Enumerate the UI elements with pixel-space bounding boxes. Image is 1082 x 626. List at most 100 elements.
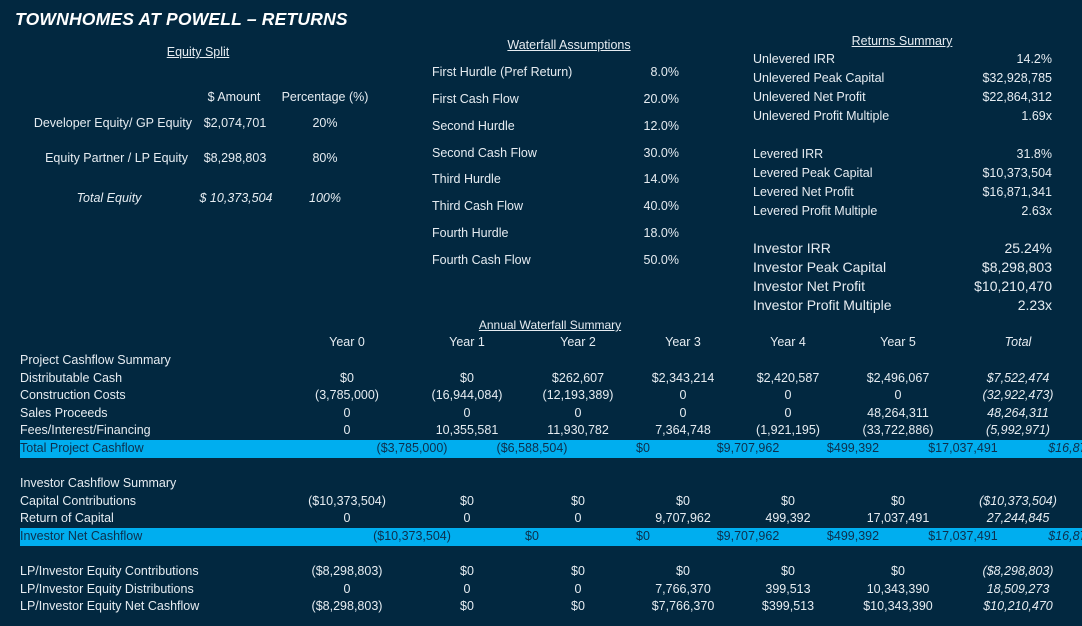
year-cell: (33,722,886)	[862, 423, 934, 438]
table-row	[0, 458, 1082, 476]
row-label: LP/Investor Equity Contributions	[20, 564, 199, 579]
waterfall-label: First Hurdle (Pref Return)	[432, 65, 573, 79]
year-cell: $0	[571, 493, 585, 508]
year-cell: 0	[574, 581, 582, 596]
waterfall-label: Fourth Hurdle	[432, 226, 509, 240]
waterfall-label: First Cash Flow	[432, 92, 519, 106]
year-cell: $0	[525, 528, 539, 543]
year-cell: 0	[463, 511, 471, 526]
column-header: Year 4	[770, 335, 806, 349]
column-header: Year 5	[880, 335, 916, 349]
returns-summary-header: Returns Summary	[851, 34, 953, 48]
returns-label: Unlevered Peak Capital	[753, 71, 885, 85]
year-cell: 0	[679, 388, 687, 403]
returns-label: Investor Profit Multiple	[753, 297, 892, 313]
year-cell: $7,766,370	[651, 599, 715, 614]
column-header: Year 1	[449, 335, 485, 349]
column-header: Year 2	[560, 335, 596, 349]
year-cell: ($8,298,803)	[311, 599, 383, 614]
waterfall-assumptions-header: Waterfall Assumptions	[507, 38, 631, 52]
year-cell: (16,944,084)	[431, 388, 503, 403]
year-cell: $9,707,962	[716, 440, 780, 455]
year-cell: ($10,373,504)	[308, 493, 386, 508]
total-cell: $10,210,470	[983, 599, 1053, 614]
table-row: Sales Proceeds 0 0 0 0 0 48,264,311 48,264,311	[0, 405, 1082, 423]
year-cell: 9,707,962	[655, 511, 711, 526]
year-cell: $0	[460, 564, 474, 579]
waterfall-value: 8.0%	[650, 65, 680, 79]
row-label: Distributable Cash	[20, 370, 123, 385]
year-cell: $0	[636, 528, 650, 543]
year-cell: $0	[571, 564, 585, 579]
returns-label: Unlevered IRR	[753, 52, 835, 66]
total-cell: 18,509,273	[986, 581, 1050, 596]
year-cell: $17,037,491	[928, 528, 998, 543]
waterfall-label: Fourth Cash Flow	[432, 253, 531, 267]
year-cell: 499,392	[765, 511, 811, 526]
equity-row-amount: $8,298,803	[203, 151, 267, 165]
table-row: Investor Cashflow Summary	[0, 475, 1082, 493]
waterfall-value: 50.0%	[643, 253, 679, 267]
year-cell: (3,785,000)	[315, 388, 379, 403]
year-cell: $0	[340, 370, 354, 385]
year-cell: ($8,298,803)	[311, 564, 383, 579]
returns-value: 1.69x	[1021, 109, 1052, 123]
table-row: LP/Investor Equity Contributions ($8,298,…	[0, 563, 1082, 581]
year-cell: 399,513	[765, 581, 811, 596]
year-cell: 11,930,782	[547, 423, 609, 438]
returns-value: $32,928,785	[982, 71, 1052, 85]
table-row: LP/Investor Equity Distributions 0 0 0 7,766…	[0, 581, 1082, 599]
waterfall-value: 14.0%	[643, 172, 679, 186]
year-cell: 10,343,390	[866, 581, 930, 596]
year-cell: 0	[343, 423, 351, 438]
total-cell: (5,992,971)	[986, 423, 1050, 438]
year-cell: $399,513	[761, 599, 815, 614]
column-header: Year 0	[329, 335, 365, 349]
returns-value: 25.24%	[1004, 240, 1052, 256]
returns-label: Unlevered Net Profit	[753, 90, 866, 104]
waterfall-value: 12.0%	[643, 119, 679, 133]
year-cell: 0	[574, 511, 582, 526]
year-cell: 0	[679, 405, 687, 420]
year-cell: 0	[894, 388, 902, 403]
returns-value: $10,210,470	[974, 278, 1052, 294]
returns-label: Levered Profit Multiple	[753, 204, 878, 218]
year-cell: $17,037,491	[928, 440, 998, 455]
row-label: Investor Net Cashflow	[20, 528, 143, 543]
year-cell: ($3,785,000)	[376, 440, 448, 455]
waterfall-value: 30.0%	[643, 146, 679, 160]
returns-value: 14.2%	[1016, 52, 1052, 66]
year-cell: $0	[460, 599, 474, 614]
total-cell: ($10,373,504)	[979, 493, 1057, 508]
year-cell: $9,707,962	[716, 528, 780, 543]
returns-value: 31.8%	[1016, 147, 1052, 161]
returns-value: $10,373,504	[982, 166, 1052, 180]
waterfall-label: Second Cash Flow	[432, 146, 537, 160]
total-cell: (32,922,473)	[982, 388, 1054, 403]
row-label: Sales Proceeds	[20, 405, 108, 420]
waterfall-label: Third Cash Flow	[432, 199, 523, 213]
returns-value: 2.63x	[1021, 204, 1052, 218]
year-cell: $0	[891, 493, 905, 508]
total-cell: $16,871,341	[1048, 440, 1082, 455]
highlighted-total-row: Investor Net Cashflow ($10,373,504) $0 $0 $9…	[20, 527, 1082, 546]
year-cell: $2,420,587	[756, 370, 820, 385]
year-cell: $2,496,067	[866, 370, 930, 385]
returns-label: Investor Peak Capital	[753, 259, 887, 275]
year-cell: $262,607	[551, 370, 605, 385]
returns-label: Levered Net Profit	[753, 185, 854, 199]
waterfall-label: Second Hurdle	[432, 119, 515, 133]
column-header: Year 3	[665, 335, 701, 349]
equity-row-label: Developer Equity/ GP Equity	[33, 116, 192, 130]
total-equity-amount: $ 10,373,504	[199, 191, 273, 205]
table-row: Fees/Interest/Financing 0 10,355,581 11,930…	[0, 422, 1082, 440]
total-cell: 27,244,845	[986, 511, 1050, 526]
page-title: TOWNHOMES AT POWELL – RETURNS	[15, 9, 348, 29]
total-cell: $7,522,474	[986, 370, 1050, 385]
year-cell: $0	[781, 493, 795, 508]
year-cell: $0	[676, 564, 690, 579]
table-row: Distributable Cash $0 $0 $262,607 $2,343,214…	[0, 370, 1082, 388]
returns-value: 2.23x	[1017, 297, 1052, 313]
returns-label: Levered IRR	[753, 147, 824, 161]
total-cell: 48,264,311	[987, 405, 1049, 420]
